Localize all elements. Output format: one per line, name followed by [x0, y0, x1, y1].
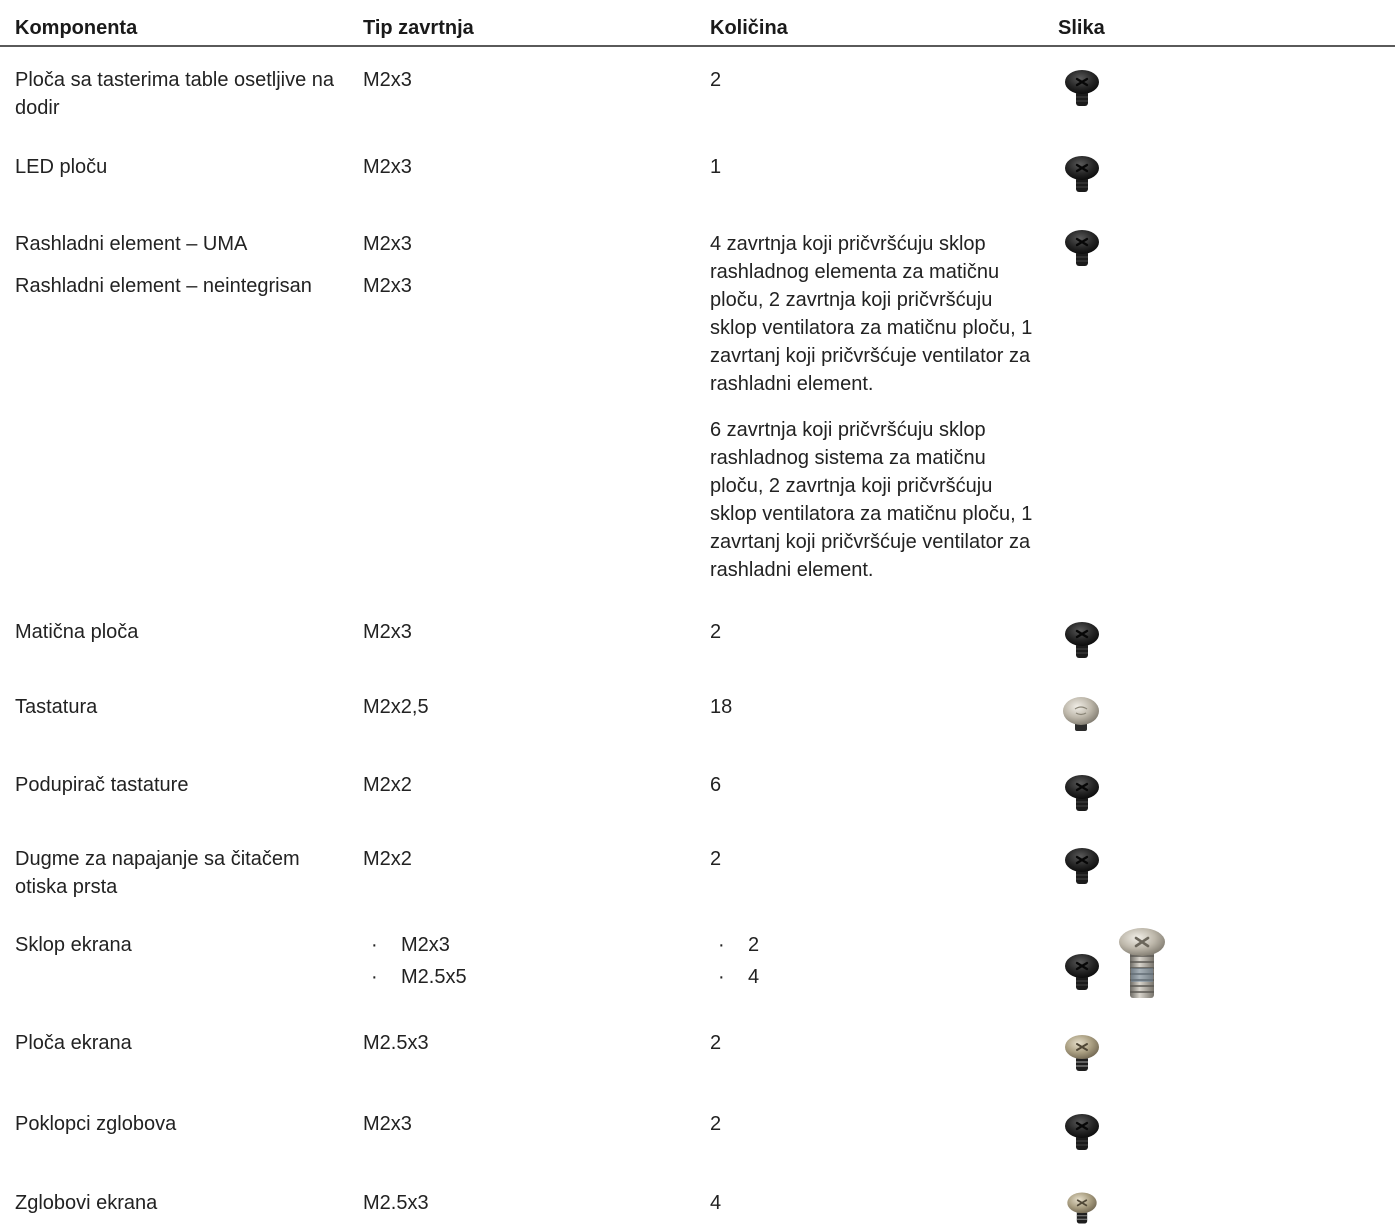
component-cell: LED ploču	[15, 156, 108, 178]
component-cell: Podupirač tastature	[15, 774, 189, 796]
black-screw-icon	[1062, 618, 1102, 662]
quantity-cell: 1	[710, 156, 722, 178]
component-cell: Ploča ekrana	[15, 1032, 132, 1054]
header-component: Komponenta	[15, 17, 138, 39]
screw-type-cell: · M2x3 · M2.5x5	[363, 931, 693, 991]
black-screw-icon	[1062, 66, 1102, 110]
header-image: Slika	[1058, 17, 1105, 39]
quantity-value: 2	[748, 934, 760, 956]
list-item: · 4	[710, 963, 1040, 991]
quantity-cell: 2	[710, 69, 722, 91]
gold-screw-icon	[1062, 1189, 1102, 1227]
header-divider	[0, 45, 1395, 47]
screw-type-value: M2.5x5	[401, 966, 467, 988]
screw-type-value: M2x3	[401, 934, 450, 956]
list-item: · M2x3	[363, 931, 693, 959]
black-screw-icon	[1062, 152, 1102, 196]
component-cell: Ploča sa tasterima table osetljive na do…	[15, 69, 335, 119]
component-cell: Zglobovi ekrana	[15, 1192, 158, 1214]
quantity-uma: 4 zavrtnja koji pričvršćuju sklop rashla…	[710, 233, 1033, 395]
bullet-dot: ·	[371, 934, 378, 956]
screw-type-cell: M2x2	[363, 774, 412, 796]
screw-type-cell: M2x3	[363, 156, 412, 178]
quantity-cell: 2	[710, 848, 722, 870]
gold-screw-icon	[1062, 1031, 1102, 1075]
component-cell: Tastatura	[15, 696, 98, 718]
component-cell: Dugme za napajanje sa čitačem otiska prs…	[15, 848, 300, 898]
header-quantity: Količina	[710, 17, 788, 39]
long-silver-screw-icon	[1117, 926, 1167, 1002]
list-item: · M2.5x5	[363, 963, 693, 991]
bullet-dot: ·	[371, 966, 378, 988]
black-screw-icon	[1062, 950, 1102, 994]
component-discrete: Rashladni element – neintegrisan	[15, 275, 312, 297]
screw-uma: M2x3	[363, 233, 412, 255]
quantity-cell: 2	[710, 1032, 722, 1054]
screw-type-cell: M2.5x3	[363, 1192, 429, 1214]
quantity-discrete: 6 zavrtnja koji pričvršćuju sklop rashla…	[710, 419, 1033, 581]
black-screw-icon	[1062, 771, 1102, 815]
silver-flat-screw-icon	[1061, 693, 1101, 737]
quantity-cell: 18	[710, 696, 733, 718]
table-header: Komponenta Tip zavrtnja Količina Slika	[0, 0, 1395, 47]
black-screw-icon	[1062, 226, 1102, 270]
bullet-dot: ·	[718, 934, 725, 956]
component-cell: Poklopci zglobova	[15, 1113, 177, 1135]
quantity-cell: · 2 · 4	[710, 931, 1040, 991]
black-screw-icon	[1062, 844, 1102, 888]
list-item: · 2	[710, 931, 1040, 959]
black-screw-icon	[1062, 1110, 1102, 1154]
screw-type-cell: M2x3	[363, 1113, 412, 1135]
quantity-cell: 6	[710, 774, 722, 796]
component-cell: Matična ploča	[15, 621, 139, 643]
screw-type-cell: M2x2	[363, 848, 412, 870]
screw-discrete: M2x3	[363, 275, 412, 297]
component-cell: Sklop ekrana	[15, 934, 132, 956]
quantity-cell: 2	[710, 621, 722, 643]
quantity-value: 4	[748, 966, 760, 988]
screw-type-cell: M2.5x3	[363, 1032, 429, 1054]
screw-type-cell: M2x3	[363, 69, 412, 91]
screw-type-cell: M2x2,5	[363, 696, 429, 718]
quantity-cell: 4	[710, 1192, 722, 1214]
header-screw-type: Tip zavrtnja	[363, 17, 474, 39]
component-uma: Rashladni element – UMA	[15, 233, 248, 255]
screw-type-cell: M2x3	[363, 621, 412, 643]
bullet-dot: ·	[718, 966, 725, 988]
quantity-cell: 2	[710, 1113, 722, 1135]
